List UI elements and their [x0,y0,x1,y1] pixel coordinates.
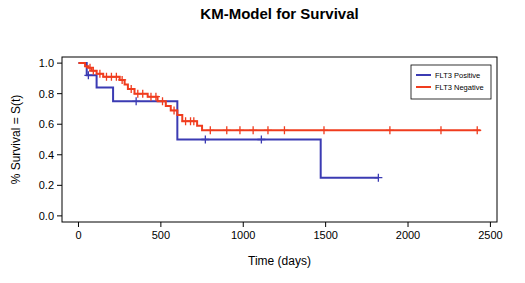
x-tick-label: 2500 [478,229,502,241]
censor-mark [170,106,178,114]
censor-mark [201,136,209,144]
censor-mark [280,126,288,134]
censor-mark [84,71,92,79]
censor-mark [206,126,214,134]
x-tick-label: 0 [75,229,81,241]
censor-mark [249,126,257,134]
legend-swatch [416,74,431,76]
y-tick [57,63,62,64]
x-axis-label: Time (days) [248,254,311,268]
censor-mark [257,136,265,144]
y-tick-label: 0.6 [39,118,54,130]
y-tick [57,154,62,155]
censor-mark [152,93,160,101]
censor-mark [118,76,126,84]
legend-box [411,65,491,99]
y-tick [57,185,62,186]
title: KM-Model for Survival [200,5,358,22]
censor-mark [437,126,445,134]
y-tick-label: 0.8 [39,88,54,100]
y-tick-label: 1.0 [39,57,54,69]
x-tick-label: 1000 [231,229,255,241]
survival-curve [78,63,378,178]
censor-mark [132,97,140,105]
x-tick [78,222,79,227]
x-tick [160,222,161,227]
plot-frame [62,57,497,222]
censor-mark [374,174,382,182]
censor-mark [139,90,147,98]
x-tick [243,222,244,227]
legend-label: FLT3 Positive [435,71,480,80]
censor-mark [236,126,244,134]
censor-mark [320,126,328,134]
censor-mark [223,126,231,134]
x-tick-label: 2000 [396,229,420,241]
y-tick-label: 0.4 [39,149,54,161]
censor-mark [159,97,167,105]
censor-mark [386,126,394,134]
x-tick [408,222,409,227]
legend-label: FLT3 Negative [435,83,484,92]
censor-mark [473,126,481,134]
y-tick-label: 0.2 [39,179,54,191]
y-tick [57,215,62,216]
chart: KM-Model for Survival Time (days) % Surviv… [0,0,525,283]
censor-mark [190,117,198,125]
censor-mark [127,85,135,93]
y-tick [57,93,62,94]
legend: FLT3 Positive FLT3 Negative [411,65,491,99]
censor-mark [264,126,272,134]
y-tick [57,124,62,125]
x-tick [325,222,326,227]
background [0,0,525,283]
y-axis-label: % Survival = S(t) [9,95,23,185]
x-tick [490,222,491,227]
legend-swatch [416,86,431,88]
x-tick-label: 1500 [313,229,337,241]
y-tick-label: 0.0 [39,210,54,222]
x-tick-label: 500 [152,229,170,241]
